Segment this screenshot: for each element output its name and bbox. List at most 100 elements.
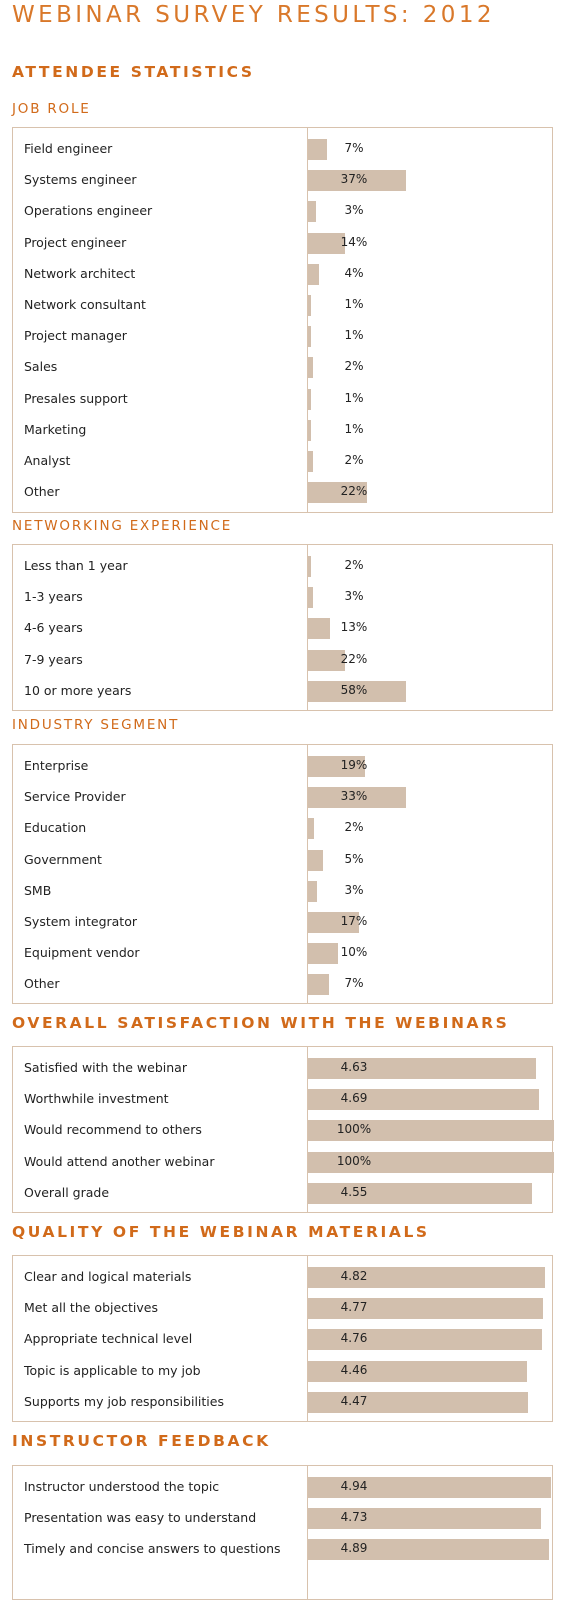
chart-row: 10 or more years 58% bbox=[13, 676, 552, 707]
data-label: 4.47 bbox=[340, 1393, 368, 1408]
bar bbox=[308, 232, 345, 254]
chart-row: Presales support 1% bbox=[13, 384, 552, 415]
data-label: 58% bbox=[340, 682, 368, 697]
bar bbox=[308, 1508, 541, 1530]
chart-box: Satisfied with the webinar 4.63 Worthwhile… bbox=[12, 1046, 554, 1213]
category-label: 4-6 years bbox=[24, 620, 83, 636]
chart-row: Clear and logical materials 4.82 bbox=[13, 1262, 552, 1293]
bar bbox=[308, 451, 313, 472]
data-label: 37% bbox=[340, 172, 368, 187]
data-label: 7% bbox=[344, 976, 364, 991]
bar bbox=[308, 649, 345, 671]
bar bbox=[308, 756, 365, 777]
category-label: Met all the objectives bbox=[24, 1300, 159, 1316]
data-label: 1% bbox=[344, 421, 364, 436]
data-label: 1% bbox=[344, 297, 364, 311]
bar bbox=[308, 295, 311, 316]
category-label: Presales support bbox=[24, 390, 128, 406]
data-label: 4.77 bbox=[340, 1300, 368, 1315]
category-label: Enterprise bbox=[24, 758, 89, 773]
chart-box: Less than 1 year 2% 1-3 years 3% 4-6 years 13… bbox=[12, 544, 553, 711]
category-label: Sales bbox=[24, 359, 58, 375]
bar bbox=[308, 1182, 532, 1204]
category-label: Systems engineer bbox=[24, 172, 137, 188]
data-label: 4.94 bbox=[340, 1479, 368, 1493]
category-label: Overall grade bbox=[24, 1184, 110, 1200]
category-label: Project engineer bbox=[24, 234, 127, 250]
bar bbox=[308, 388, 311, 410]
chart-title: INDUSTRY SEGMENT bbox=[12, 717, 180, 733]
category-label: Presentation was easy to understand bbox=[24, 1510, 257, 1526]
data-label: 100% bbox=[336, 1122, 372, 1137]
chart-row: Operations engineer 3% bbox=[13, 196, 552, 227]
section-heading: INSTRUCTOR FEEDBACK bbox=[12, 1432, 271, 1450]
axis-divider bbox=[307, 1256, 308, 1421]
data-label: 3% bbox=[344, 882, 364, 897]
data-label: 1% bbox=[344, 390, 364, 405]
chart-row: Equipment vendor 10% bbox=[13, 938, 552, 969]
bar bbox=[308, 1391, 528, 1413]
bar bbox=[308, 556, 311, 577]
data-label: 13% bbox=[340, 620, 368, 635]
category-label: Worthwhile investment bbox=[24, 1091, 169, 1107]
data-label: 4.76 bbox=[340, 1331, 368, 1346]
bar bbox=[308, 1298, 543, 1320]
bar bbox=[308, 201, 316, 223]
axis-divider bbox=[307, 745, 308, 1003]
data-label: 100% bbox=[336, 1153, 372, 1168]
bar bbox=[308, 974, 329, 996]
bar bbox=[308, 357, 313, 379]
chart-row: Topic is applicable to my job 4.46 bbox=[13, 1356, 552, 1387]
chart-box: Clear and logical materials 4.82 Met all t… bbox=[12, 1255, 553, 1422]
chart-row: Satisfied with the webinar 4.63 bbox=[13, 1053, 552, 1084]
category-label: Other bbox=[24, 976, 60, 992]
bar bbox=[308, 263, 319, 285]
category-label: Network architect bbox=[24, 265, 136, 281]
data-label: 3% bbox=[344, 589, 364, 604]
data-label: 19% bbox=[340, 758, 368, 772]
chart-title: JOB ROLE bbox=[12, 101, 91, 117]
data-label: 4.55 bbox=[340, 1184, 368, 1199]
chart-row: Other 7% bbox=[13, 969, 552, 1000]
chart-row: 7-9 years 22% bbox=[13, 645, 552, 676]
data-label: 10% bbox=[340, 945, 368, 960]
chart-box: Instructor understood the topic 4.94 Prese… bbox=[12, 1465, 553, 1600]
bar bbox=[308, 1360, 527, 1382]
chart-row: Systems engineer 37% bbox=[13, 165, 552, 196]
category-label: SMB bbox=[24, 882, 52, 898]
bar bbox=[308, 618, 330, 640]
bar bbox=[308, 1539, 549, 1561]
data-label: 3% bbox=[344, 203, 364, 218]
data-label: 4.73 bbox=[340, 1510, 368, 1525]
page-title: WEBINAR SURVEY RESULTS: 2012 bbox=[12, 2, 495, 28]
data-label: 4.63 bbox=[340, 1060, 368, 1074]
bar bbox=[308, 326, 311, 348]
chart-row: Worthwhile investment 4.69 bbox=[13, 1084, 552, 1115]
data-label: 1% bbox=[344, 328, 364, 343]
chart-row: Met all the objectives 4.77 bbox=[13, 1293, 552, 1324]
data-label: 2% bbox=[344, 820, 364, 835]
bar bbox=[308, 912, 359, 933]
category-label: Field engineer bbox=[24, 141, 113, 156]
category-label: Marketing bbox=[24, 421, 87, 437]
category-label: Network consultant bbox=[24, 297, 146, 312]
category-label: Government bbox=[24, 851, 102, 867]
bar bbox=[308, 1151, 554, 1173]
chart-row: Government 5% bbox=[13, 845, 552, 876]
chart-row: Enterprise 19% bbox=[13, 751, 552, 782]
bar bbox=[308, 1058, 536, 1079]
bar bbox=[308, 880, 317, 902]
bar bbox=[308, 482, 367, 504]
chart-row: Other 22% bbox=[13, 477, 552, 508]
chart-row: Project engineer 14% bbox=[13, 228, 552, 259]
bar bbox=[308, 787, 406, 809]
bar bbox=[308, 849, 323, 871]
bar bbox=[308, 587, 313, 609]
bar bbox=[308, 1120, 554, 1142]
chart-row: 1-3 years 3% bbox=[13, 582, 552, 613]
category-label: Analyst bbox=[24, 453, 71, 468]
category-label: Other bbox=[24, 484, 60, 500]
category-label: Supports my job responsibilities bbox=[24, 1393, 224, 1409]
bar bbox=[308, 943, 338, 965]
chart-title: NETWORKING EXPERIENCE bbox=[12, 518, 233, 534]
